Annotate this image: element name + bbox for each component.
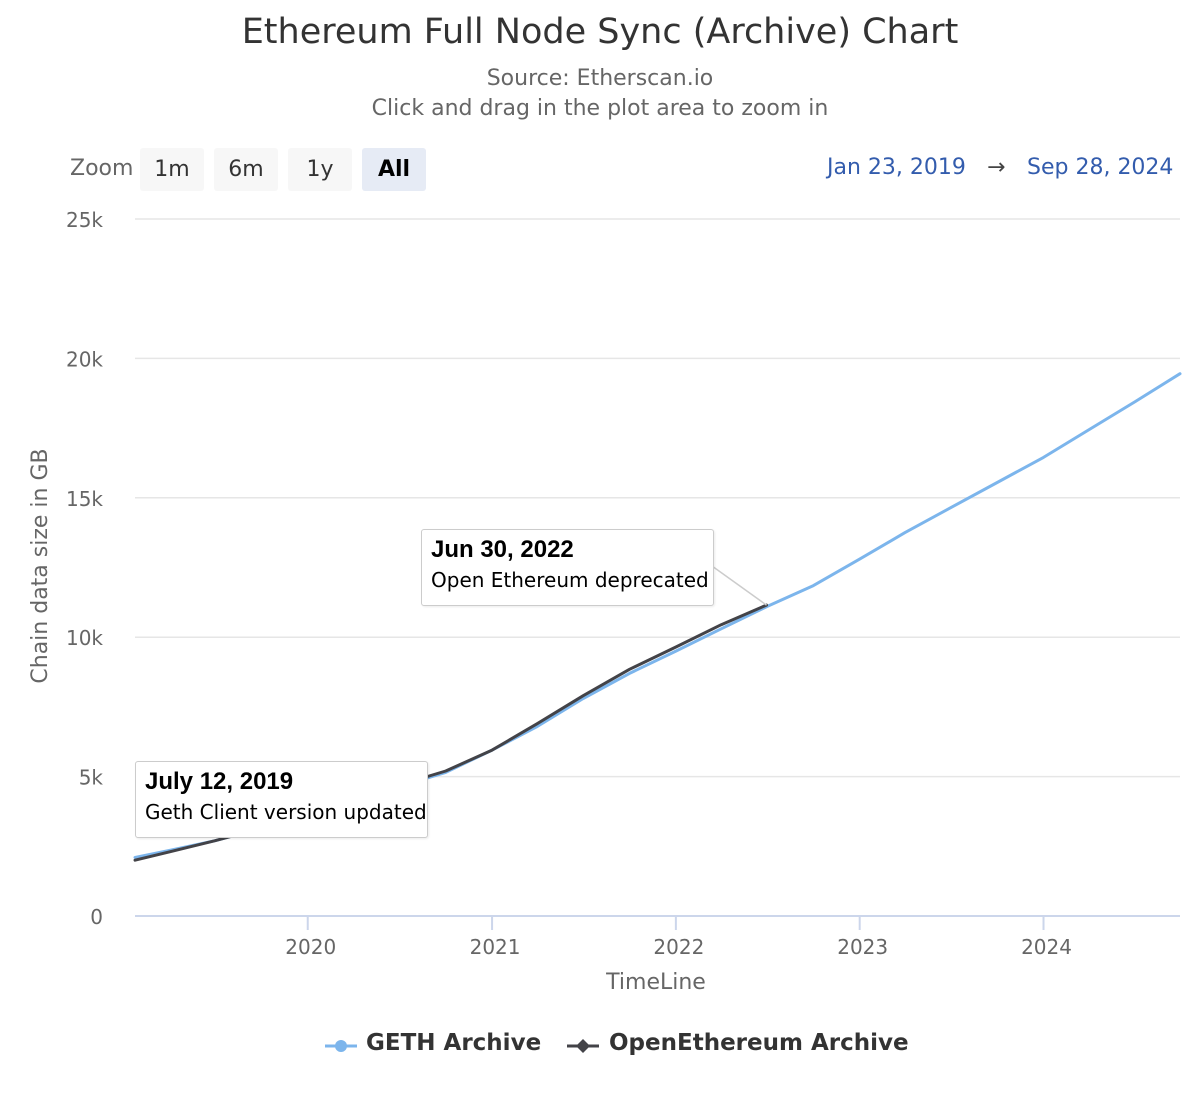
annotation-openethereum-deprecated: Jun 30, 2022 Open Ethereum deprecated [421, 529, 714, 606]
legend-label: OpenEthereum Archive [609, 1030, 909, 1056]
circle-marker-icon [324, 1030, 358, 1060]
annotation-connector [712, 566, 767, 605]
y-axis-tick-labels: 0 5k 10k 15k 20k 25k [66, 208, 103, 929]
y-axis-title: Chain data size in GB [28, 448, 53, 683]
x-tick-label: 2021 [470, 935, 521, 959]
y-tick-label: 10k [66, 626, 103, 650]
grid-lines [135, 219, 1180, 777]
annotation-text: Geth Client version updated [145, 800, 427, 824]
annotation-date: July 12, 2019 [145, 768, 293, 796]
diamond-marker-icon [566, 1030, 600, 1060]
x-tick-label: 2020 [285, 935, 336, 959]
y-tick-label: 25k [66, 208, 103, 232]
y-tick-label: 15k [66, 487, 103, 511]
y-tick-label: 0 [90, 905, 103, 929]
x-tick-label: 2022 [653, 935, 704, 959]
annotation-date: Jun 30, 2022 [431, 536, 574, 564]
x-tick-label: 2023 [837, 935, 888, 959]
y-tick-label: 5k [79, 766, 104, 790]
x-tick-label: 2024 [1021, 935, 1072, 959]
annotation-text: Open Ethereum deprecated [431, 568, 709, 592]
x-axis-tick-labels: 2020 2021 2022 2023 2024 [285, 916, 1072, 959]
annotation-geth-update: July 12, 2019 Geth Client version update… [135, 761, 428, 838]
y-tick-label: 20k [66, 347, 103, 371]
x-axis-title: TimeLine [605, 970, 706, 995]
annotation-connectors [712, 566, 767, 605]
legend-label: GETH Archive [366, 1030, 541, 1056]
